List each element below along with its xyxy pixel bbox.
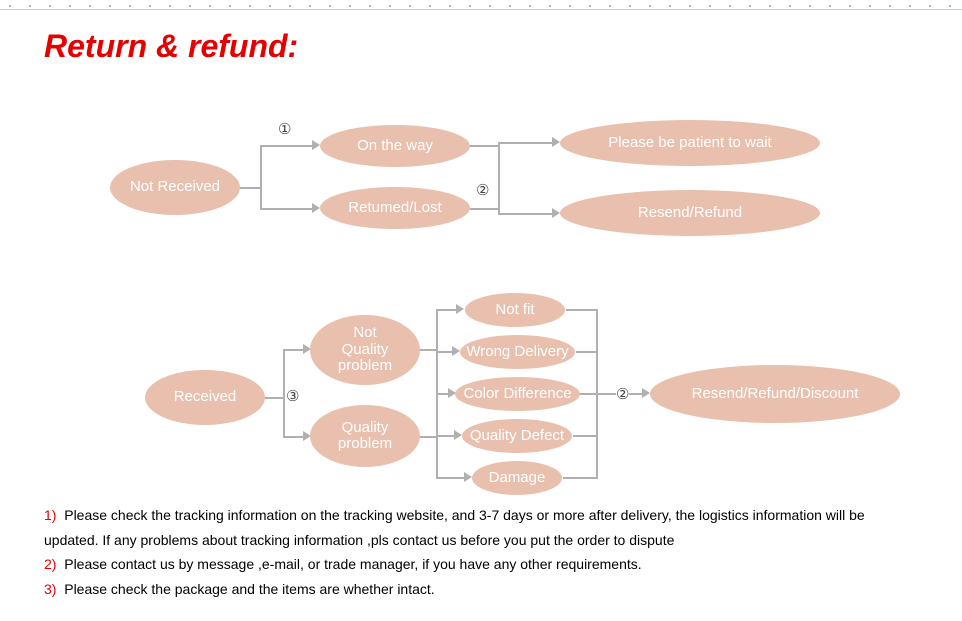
flowchart-container: Not Received On the way Retumed/Lost Please… bbox=[0, 65, 962, 495]
note-2: 2) Please contact us by message ,e-mail,… bbox=[44, 552, 918, 577]
conn-f-4 bbox=[573, 435, 596, 437]
conn-mid1-to-resend bbox=[498, 213, 552, 215]
node-qp: Quality problem bbox=[310, 405, 420, 467]
note-2-text: Please contact us by message ,e-mail, or… bbox=[64, 556, 641, 572]
node-wrong_del: Wrong Delivery bbox=[460, 335, 575, 369]
step-label-2: ③ bbox=[286, 387, 299, 405]
arrow-mid1-bot bbox=[552, 208, 560, 218]
note-2-num: 2) bbox=[44, 556, 56, 572]
node-damage: Damage bbox=[472, 461, 562, 495]
conn-f-2 bbox=[576, 351, 596, 353]
conn-p-1 bbox=[436, 309, 458, 311]
conn-rc-bot bbox=[283, 436, 305, 438]
conn-mid1-stem-top bbox=[470, 145, 498, 147]
note-1-text: Please check the tracking information on… bbox=[44, 507, 865, 548]
conn-nr-vert bbox=[260, 145, 262, 209]
conn-nr-top bbox=[260, 145, 312, 147]
node-not_fit: Not fit bbox=[465, 293, 565, 327]
arrow-p-2 bbox=[452, 346, 460, 356]
conn-mid1-vert bbox=[498, 142, 500, 214]
note-1-num: 1) bbox=[44, 507, 56, 523]
conn-p-5 bbox=[436, 477, 466, 479]
step-label-3: ② bbox=[616, 385, 629, 403]
note-3-num: 3) bbox=[44, 581, 56, 597]
conn-nr-bot bbox=[260, 208, 312, 210]
conn-rc-top bbox=[283, 349, 305, 351]
note-1: 1) Please check the tracking information… bbox=[44, 503, 918, 552]
node-patient: Please be patient to wait bbox=[560, 120, 820, 166]
arrow-p-5 bbox=[464, 472, 472, 482]
footnotes: 1) Please check the tracking information… bbox=[0, 495, 962, 621]
node-on_the_way: On the way bbox=[320, 125, 470, 167]
node-resend2: Resend/Refund/Discount bbox=[650, 365, 900, 423]
note-3: 3) Please check the package and the item… bbox=[44, 577, 918, 602]
conn-mid1-to-patient bbox=[498, 142, 552, 144]
page-title: Return & refund: bbox=[0, 10, 962, 65]
conn-f-5 bbox=[563, 477, 596, 479]
node-color_diff: Color Difference bbox=[455, 377, 580, 411]
conn-f-3 bbox=[580, 393, 596, 395]
conn-mid1-stem-bot bbox=[470, 208, 498, 210]
arrow-p-4 bbox=[454, 430, 462, 440]
top-dotted-border bbox=[0, 0, 962, 10]
node-returned_lost: Retumed/Lost bbox=[320, 187, 470, 229]
conn-nr-stem bbox=[240, 187, 260, 189]
conn-f-1 bbox=[566, 309, 596, 311]
arrow-mid1-top bbox=[552, 137, 560, 147]
step-label-1: ② bbox=[476, 181, 489, 199]
node-not_received: Not Received bbox=[110, 160, 240, 215]
conn-rc-stem bbox=[265, 397, 283, 399]
arrow-nr-top bbox=[312, 140, 320, 150]
conn-rc-vert bbox=[283, 349, 285, 437]
conn-p-4 bbox=[436, 435, 456, 437]
node-received: Received bbox=[145, 370, 265, 425]
node-q_defect: Quality Defect bbox=[462, 419, 572, 453]
conn-p-stem-bot bbox=[418, 436, 436, 438]
step-label-0: ① bbox=[278, 120, 291, 138]
node-resend1: Resend/Refund bbox=[560, 190, 820, 236]
node-not_qp: Not Quality problem bbox=[310, 315, 420, 385]
arrow-nr-bot bbox=[312, 203, 320, 213]
conn-p-stem-top bbox=[418, 349, 436, 351]
note-3-text: Please check the package and the items a… bbox=[64, 581, 434, 597]
arrow-f-out bbox=[642, 388, 650, 398]
arrow-p-1 bbox=[456, 304, 464, 314]
